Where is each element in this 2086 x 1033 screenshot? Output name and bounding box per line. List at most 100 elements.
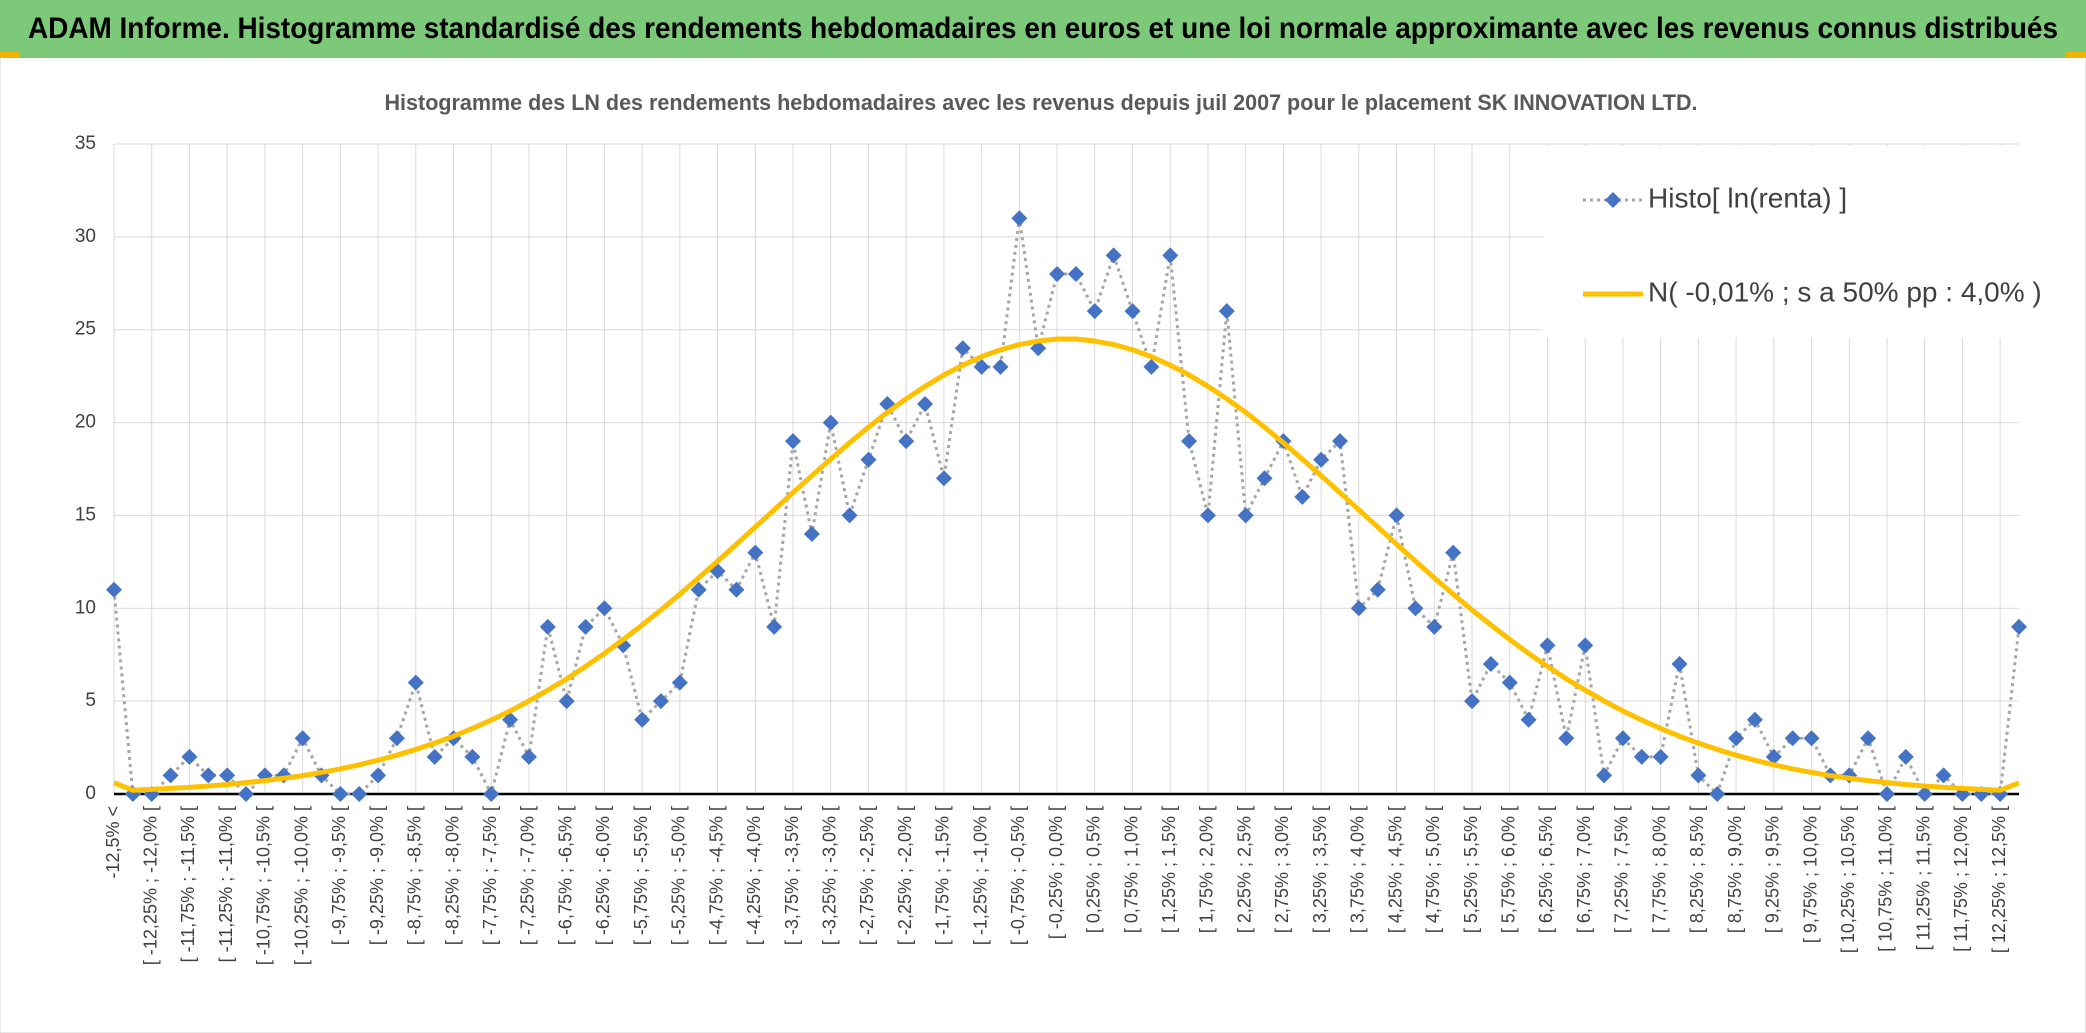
data-point (1539, 637, 1556, 654)
x-tick-label: [ -2,75% ; -2,5% [ (857, 806, 877, 945)
data-point (370, 767, 387, 784)
data-point (1162, 247, 1179, 264)
data-point (1520, 711, 1537, 728)
x-tick-label: [ 3,25% ; 3,5% [ (1310, 806, 1330, 933)
x-tick-label: [ 8,25% ; 8,5% [ (1687, 806, 1707, 933)
x-tick-label: [ 1,75% ; 2,0% [ (1197, 806, 1217, 933)
header-bar (0, 0, 2086, 58)
x-tick-label: [ -8,25% ; -8,0% [ (442, 806, 462, 945)
x-tick-label: [ 7,75% ; 8,0% [ (1649, 806, 1669, 933)
data-point (1256, 470, 1273, 487)
data-point (464, 748, 481, 765)
data-point (1331, 433, 1348, 450)
x-tick-label: [ 9,25% ; 9,5% [ (1763, 806, 1783, 933)
x-tick-label: [ 10,25% ; 10,5% [ (1838, 806, 1858, 953)
data-point (1671, 656, 1688, 672)
x-tick-label: [ -4,25% ; -4,0% [ (744, 806, 764, 945)
data-point (1633, 748, 1650, 765)
data-point (1501, 674, 1518, 691)
x-tick-label: [ 4,25% ; 4,5% [ (1385, 806, 1405, 933)
x-tick-label: [ -7,75% ; -7,5% [ (480, 806, 500, 945)
data-point (860, 451, 877, 468)
data-point (1445, 544, 1462, 561)
data-point (1105, 247, 1122, 264)
data-point (219, 767, 236, 784)
data-point (1482, 656, 1499, 672)
data-point (1388, 507, 1405, 524)
series-line (112, 216, 2021, 796)
x-tick-label: [ -1,25% ; -1,0% [ (970, 806, 990, 945)
data-point (1897, 748, 1914, 765)
corner-right (2066, 52, 2086, 58)
data-point (1143, 358, 1160, 375)
data-point (388, 730, 405, 747)
x-tick-label: [ 11,75% ; 12,0% [ (1951, 806, 1971, 952)
x-tick-label: [ 5,75% ; 6,0% [ (1498, 806, 1518, 933)
data-point (1860, 730, 1877, 747)
data-point (332, 786, 349, 802)
data-point (1011, 210, 1028, 227)
data-point (1878, 786, 1895, 802)
corner-left (0, 52, 20, 58)
x-tick-label: [ -3,75% ; -3,5% [ (782, 806, 802, 945)
x-tick-label: [ -5,75% ; -5,5% [ (631, 806, 651, 945)
data-point (1596, 767, 1613, 784)
data-point (1614, 730, 1631, 747)
page-title: ADAM Informe. Histogramme standardisé de… (28, 12, 2058, 45)
data-point (1577, 637, 1594, 654)
data-point (652, 693, 669, 710)
data-point (200, 767, 217, 784)
data-point (483, 786, 500, 802)
data-point (785, 433, 802, 450)
x-tick-label: [ 9,75% ; 10,0% [ (1800, 806, 1820, 943)
data-point (954, 340, 971, 357)
x-tick-label: [ -11,75% ; -11,5% [ (178, 806, 198, 962)
data-point (351, 786, 368, 802)
x-tick-label: [ -0,75% ; -0,5% [ (1008, 806, 1028, 945)
x-tick-label: [ -9,25% ; -9,0% [ (367, 806, 387, 945)
x-tick-label: [ 3,75% ; 4,0% [ (1348, 806, 1368, 933)
data-point (1709, 786, 1726, 802)
data-point (841, 507, 858, 524)
data-point (181, 748, 198, 765)
data-point (728, 581, 745, 598)
data-point (558, 693, 575, 710)
data-point (1124, 303, 1141, 320)
x-tick-label: [ -9,75% ; -9,5% [ (329, 806, 349, 945)
data-point (1765, 748, 1782, 765)
data-point (822, 414, 839, 431)
data-point (2011, 618, 2027, 635)
y-tick-label: 20 (75, 412, 96, 433)
data-point (577, 618, 594, 635)
x-tick-label: [ -3,25% ; -3,0% [ (819, 806, 839, 945)
data-point (1916, 786, 1933, 802)
data-point (1350, 600, 1367, 617)
data-point (992, 358, 1009, 375)
x-tick-label: [ 2,25% ; 2,5% [ (1234, 806, 1254, 933)
x-tick-label: [ 6,75% ; 7,0% [ (1574, 806, 1594, 933)
data-point (1426, 618, 1443, 635)
data-point (898, 433, 915, 450)
data-point (1067, 266, 1084, 282)
data-point (106, 581, 122, 598)
data-point (1935, 767, 1952, 784)
data-point (1690, 767, 1707, 784)
legend-label: Histo[ ln(renta) ] (1648, 182, 1847, 213)
legend-box (1543, 146, 2023, 338)
data-point (1803, 730, 1820, 747)
data-point (1313, 451, 1330, 468)
data-point (162, 767, 179, 784)
y-tick-label: 0 (85, 783, 96, 804)
data-point (917, 396, 934, 412)
legend-label: N( -0,01% ; s a 50% pp : 4,0% ) (1648, 276, 2042, 307)
y-tick-label: 5 (85, 690, 96, 711)
x-tick-label: [ 12,25% ; 12,5% [ (1989, 806, 2009, 953)
x-tick-label: [ 0,25% ; 0,5% [ (1084, 806, 1104, 933)
x-tick-label: [ -10,25% ; -10,0% [ (291, 806, 311, 965)
data-point (1728, 730, 1745, 747)
x-tick-label: [ -0,25% ; 0,0% [ (1046, 806, 1066, 939)
x-tick-label: [ -10,75% ; -10,5% [ (254, 806, 274, 965)
data-point (1181, 433, 1198, 450)
data-point (1746, 711, 1763, 728)
